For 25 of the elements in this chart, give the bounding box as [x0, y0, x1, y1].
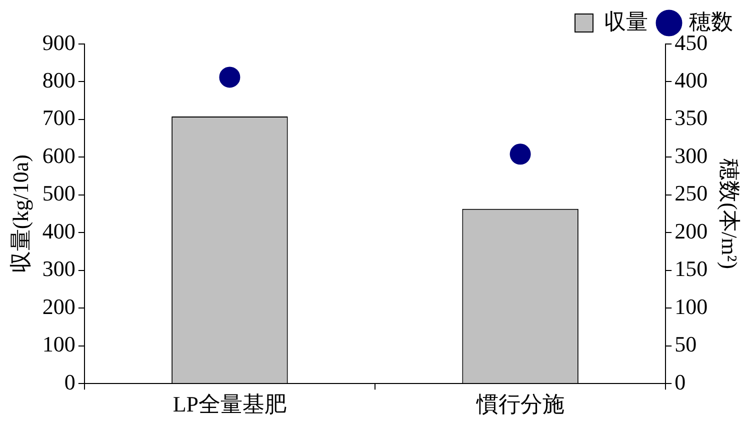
y2-axis-title: 穂数(本/m²)	[717, 158, 742, 270]
y-tick-label: 600	[42, 142, 76, 168]
y-tick-label: 300	[42, 256, 76, 282]
y-tick-label: 400	[42, 218, 76, 244]
y-tick-label: 0	[64, 369, 76, 394]
y-axis-title: 収量(kg/10a)	[8, 154, 33, 274]
y2-tick-label: 50	[674, 332, 697, 357]
y2-tick-label: 100	[674, 294, 708, 319]
legend-label: 収量	[604, 8, 648, 34]
y-tick-label: 500	[42, 180, 76, 206]
y2-tick-label: 0	[674, 369, 686, 394]
y2-tick-label: 300	[674, 142, 708, 168]
y2-tick-label: 150	[674, 256, 708, 282]
y2-tick-label: 350	[674, 105, 708, 130]
x-tick-label: 慣行分施	[475, 392, 564, 417]
x-tick-label: LP全量基肥	[172, 392, 287, 417]
y-tick-label: 800	[42, 68, 76, 93]
y2-tick-label: 200	[674, 218, 708, 244]
legend-label: 穂数	[689, 8, 733, 34]
y-tick-label: 200	[42, 294, 76, 319]
y-tick-label: 700	[42, 105, 76, 130]
y2-tick-label: 250	[674, 180, 708, 206]
y-tick-label: 900	[42, 30, 76, 55]
y2-tick-label: 400	[674, 68, 708, 93]
y-tick-label: 100	[42, 332, 76, 357]
